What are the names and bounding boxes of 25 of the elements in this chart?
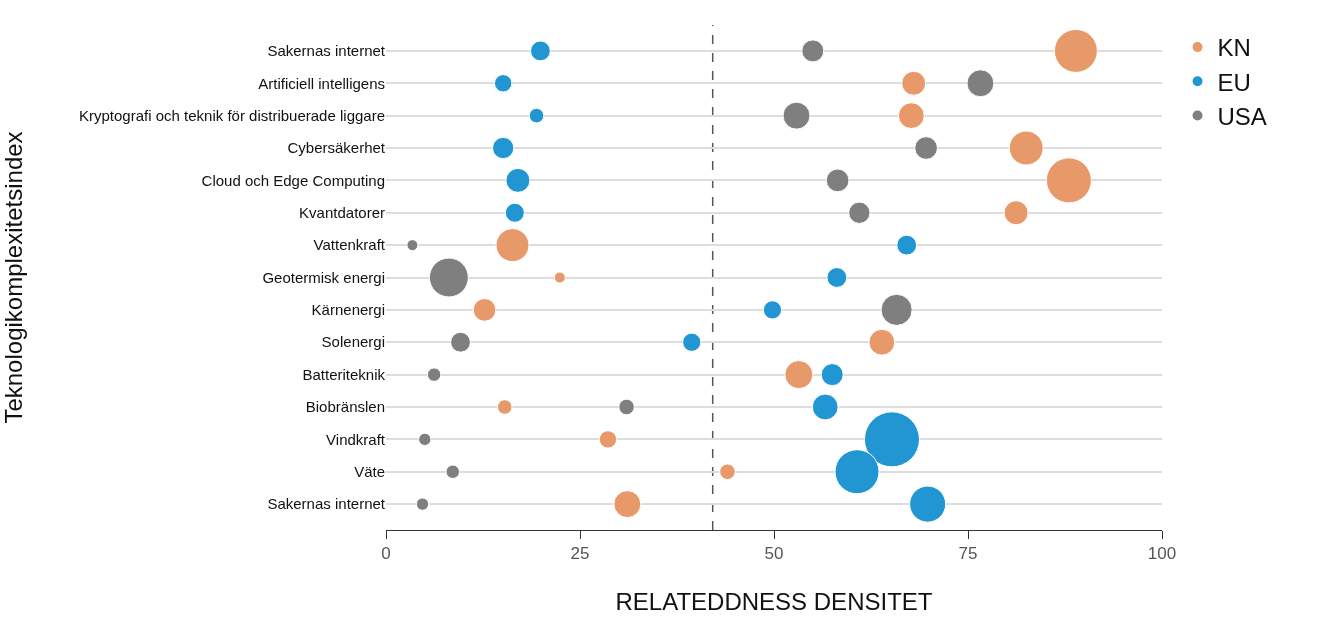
x-tick-label: 50 <box>764 544 784 564</box>
y-tick-label: Biobränslen <box>305 398 385 416</box>
y-tick-label: Batteriteknik <box>302 365 386 383</box>
y-axis-title: Teknologikomplexitetsindex <box>0 131 27 424</box>
legend-label: USA <box>1217 102 1267 130</box>
x-axis-title: RELATEDDNESS DENSITET <box>615 587 933 615</box>
y-tick-label: Kryptografi och teknik för distribuerade liggare <box>79 106 385 124</box>
y-tick-label: Sakernas internet <box>267 42 386 60</box>
y-tick-label: Kärnenergi <box>311 301 385 319</box>
y-tick-label: Cloud och Edge Computing <box>201 171 385 189</box>
x-tick-label: 75 <box>958 544 978 564</box>
y-tick-label: Vattenkraft <box>313 236 386 254</box>
legend-label: EU <box>1217 68 1251 96</box>
y-tick-label: Väte <box>354 462 385 480</box>
y-tick-label: Vindkraft <box>326 430 386 448</box>
y-tick-label: Cybersäkerhet <box>287 139 386 157</box>
x-tick-label: 100 <box>1147 544 1177 564</box>
y-tick-label: Kvantdatorer <box>299 204 385 222</box>
y-tick-label: Solenergi <box>321 333 385 351</box>
x-tick-label: 25 <box>570 544 590 564</box>
y-tick-label: Artificiell intelligens <box>258 74 385 92</box>
x-tick-label: 0 <box>381 544 391 564</box>
y-tick-label: Sakernas internet <box>267 495 386 513</box>
y-tick-label: Geotermisk energi <box>262 268 385 286</box>
legend-label: KN <box>1217 34 1251 62</box>
